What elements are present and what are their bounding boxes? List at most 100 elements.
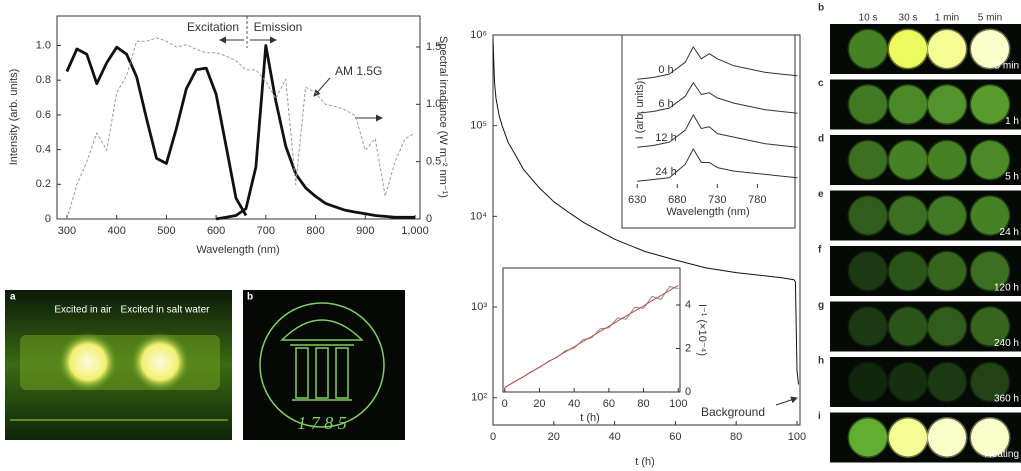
sample-spot bbox=[926, 195, 968, 236]
annotation: Background bbox=[701, 405, 765, 419]
x-tick-label: 60 bbox=[603, 398, 615, 410]
x-tick-label: 900 bbox=[356, 225, 374, 237]
x-tick-label: 0 bbox=[502, 398, 508, 410]
plot-frame bbox=[621, 34, 796, 229]
y-tick-label: 10² bbox=[471, 392, 487, 404]
x-tick-label: 600 bbox=[207, 225, 225, 237]
row-time: 240 h bbox=[994, 338, 1019, 349]
sample-spot bbox=[926, 84, 968, 125]
sample-spot bbox=[847, 361, 889, 403]
row-time: 5 min bbox=[995, 61, 1019, 72]
sample-spot bbox=[969, 250, 1011, 292]
x-axis-label: t (h) bbox=[580, 412, 600, 424]
x-axis-label: t (h) bbox=[635, 456, 655, 468]
column-label: 10 s bbox=[859, 13, 878, 24]
sample-spot bbox=[847, 195, 889, 236]
y-axis-label: I⁻¹ (×10⁻⁴) bbox=[696, 304, 708, 356]
series-label: 24 h bbox=[655, 166, 676, 178]
sample-spot bbox=[847, 139, 889, 181]
row-time: 360 h bbox=[994, 394, 1019, 405]
sample-spot bbox=[887, 139, 929, 181]
sample-spot bbox=[847, 84, 889, 125]
photo-b: b 1 7 8 5 bbox=[243, 290, 405, 440]
y-tick-label: 1.0 bbox=[36, 39, 51, 51]
x-tick-label: 0 bbox=[490, 431, 496, 443]
x-tick-label: 730 bbox=[708, 194, 726, 206]
series-line bbox=[637, 114, 798, 148]
y-tick-label: 10³ bbox=[471, 301, 487, 313]
panel-label: b bbox=[818, 3, 824, 14]
sample-spot bbox=[969, 139, 1011, 181]
x-tick-label: 60 bbox=[669, 431, 681, 443]
series-line bbox=[215, 44, 415, 221]
sample-spot bbox=[887, 250, 929, 292]
column-label: 5 min bbox=[978, 13, 1002, 24]
y2-axis-label: Spectral irradiance (W m⁻² nm⁻¹) bbox=[437, 36, 449, 198]
x-tick-label: 20 bbox=[533, 398, 545, 410]
row-label: g bbox=[818, 300, 824, 311]
series-line bbox=[637, 82, 798, 114]
x-tick-label: 80 bbox=[637, 398, 649, 410]
series-line bbox=[65, 45, 248, 217]
x-tick-label: 100 bbox=[788, 431, 806, 443]
arrow bbox=[775, 396, 798, 406]
caption: Excited in air bbox=[54, 305, 112, 316]
x-tick-label: 800 bbox=[306, 225, 324, 237]
annotation: Excitation bbox=[187, 20, 239, 34]
row-time: 1 h bbox=[1005, 116, 1019, 127]
x-tick-label: 80 bbox=[730, 431, 742, 443]
x-tick-label: 20 bbox=[548, 431, 560, 443]
sample-spot bbox=[926, 139, 968, 181]
sample-spot bbox=[847, 250, 889, 292]
x-axis-label: Wavelength (nm) bbox=[666, 206, 749, 218]
sample-spot bbox=[969, 417, 1011, 458]
y-tick-label: 0 bbox=[45, 213, 51, 225]
y-tick-label: 0.4 bbox=[36, 144, 51, 156]
y2-tick-label: 1.0 bbox=[426, 98, 441, 110]
x-tick-label: 680 bbox=[668, 194, 686, 206]
emblem-text: 1 7 8 5 bbox=[297, 413, 347, 433]
row-label: d bbox=[818, 134, 824, 145]
row-time: 5 h bbox=[1005, 172, 1019, 183]
y2-tick-label: 0 bbox=[426, 213, 432, 225]
series-label: 6 h bbox=[658, 98, 673, 110]
x-tick-label: 500 bbox=[157, 225, 175, 237]
x-axis-label: Wavelength (nm) bbox=[196, 244, 279, 256]
sample-spot bbox=[847, 417, 889, 458]
sample-spot bbox=[887, 28, 929, 70]
y2-tick-label: 1.5 bbox=[426, 41, 441, 53]
series-line bbox=[637, 148, 798, 182]
row-label: h bbox=[818, 356, 824, 367]
y-tick-label: 4 bbox=[685, 299, 691, 311]
sample-spot bbox=[887, 84, 929, 125]
y2-tick-label: 0.5 bbox=[426, 156, 441, 168]
x-tick-label: 40 bbox=[608, 431, 620, 443]
annotation: AM 1.5G bbox=[335, 64, 382, 78]
series-line bbox=[492, 39, 799, 385]
photo-series: b 10 s 30 s 1 min 5 min 5 min c 1 h d 5 h e 24 h f 1… bbox=[818, 3, 1021, 463]
sample-spot bbox=[926, 28, 968, 70]
series-label: 0 h bbox=[658, 64, 673, 76]
y-tick-label: 10⁶ bbox=[470, 29, 487, 41]
sample-spot bbox=[887, 361, 929, 403]
series-line bbox=[637, 46, 798, 80]
sample-spot bbox=[887, 195, 929, 236]
panel-label: b bbox=[247, 292, 253, 303]
x-tick-label: 700 bbox=[257, 225, 275, 237]
panel-label: a bbox=[10, 292, 16, 303]
sample-spot bbox=[926, 306, 968, 347]
photo-a: a Excited in air Excited in salt water bbox=[5, 290, 232, 440]
sample-spot bbox=[926, 250, 968, 292]
x-tick-label: 300 bbox=[58, 225, 76, 237]
y-tick-label: 0.8 bbox=[36, 74, 51, 86]
x-tick-label: 630 bbox=[628, 194, 646, 206]
annotation: Emission bbox=[254, 20, 303, 34]
y-tick-label: 0.2 bbox=[36, 178, 51, 190]
arrow bbox=[313, 77, 331, 97]
y-axis-label: Intensity (arb. units) bbox=[8, 69, 20, 166]
y-tick-label: 10⁵ bbox=[470, 120, 487, 132]
series-line bbox=[66, 37, 416, 220]
y-axis-label: I (arb. units) bbox=[634, 81, 646, 140]
sample-spot bbox=[969, 84, 1011, 125]
